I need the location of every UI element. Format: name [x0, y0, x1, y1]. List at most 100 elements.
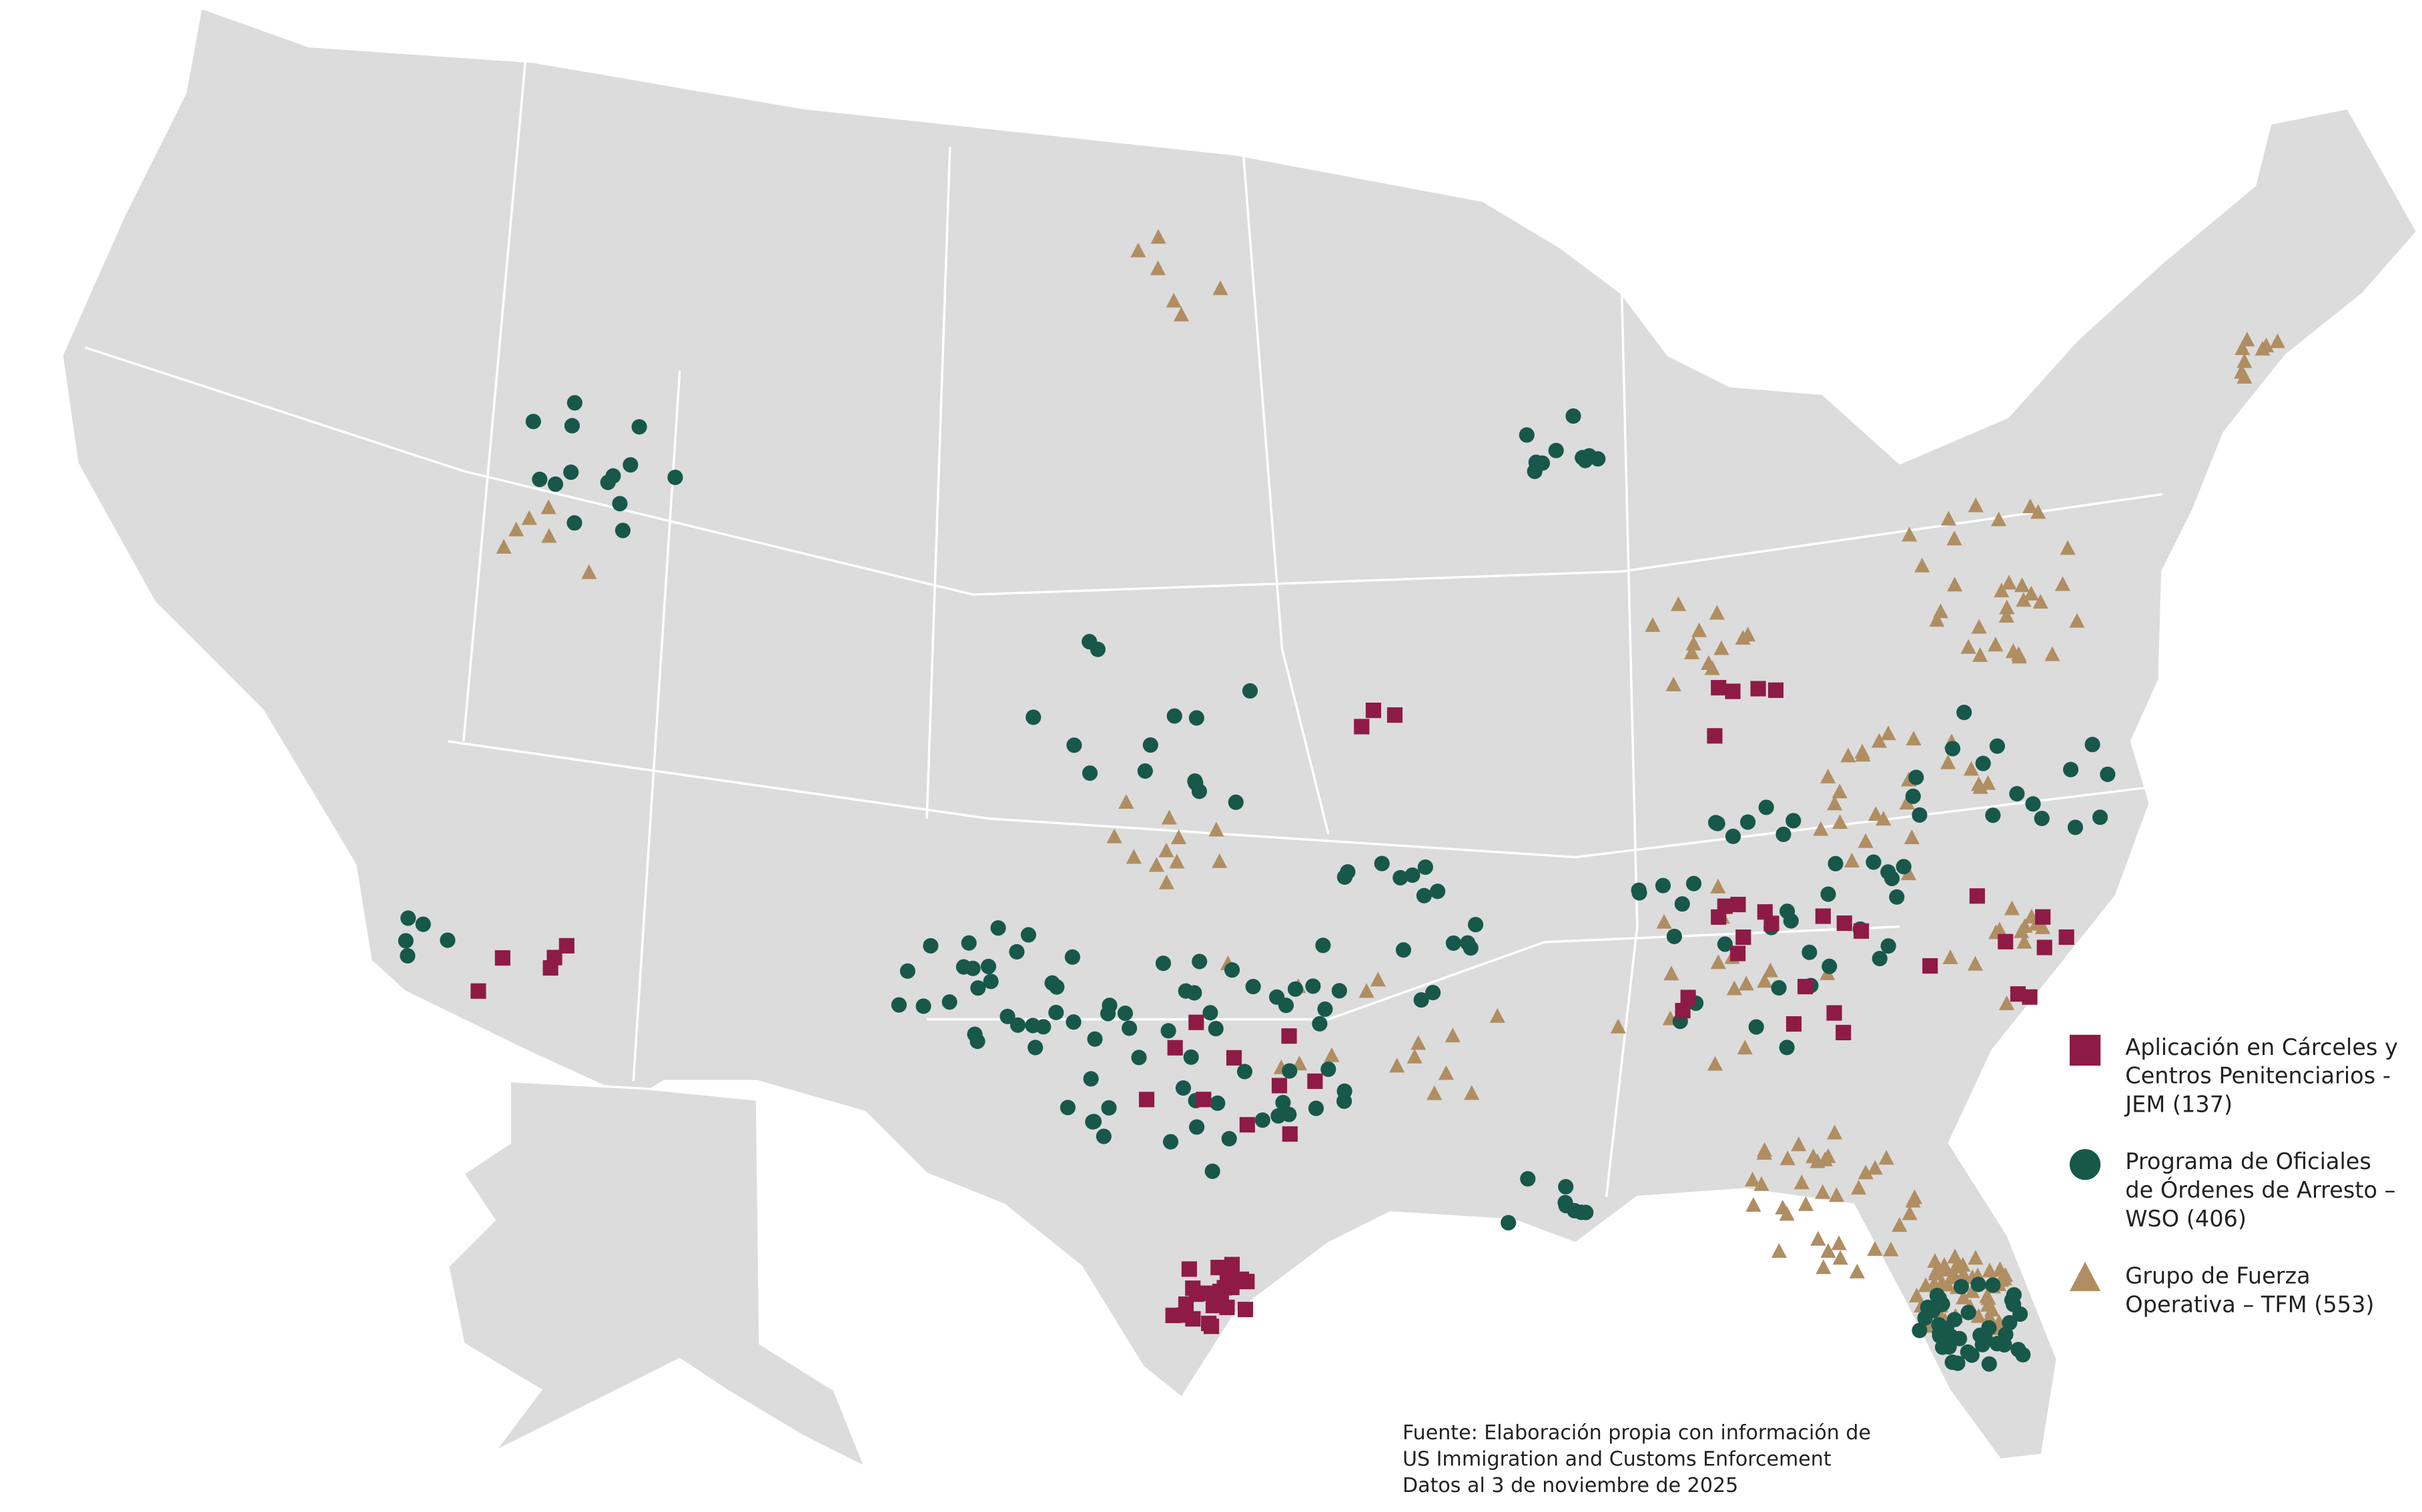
- triangle-marker: [1902, 526, 1918, 542]
- circle-marker: [1155, 956, 1172, 972]
- legend-label: Centros Penitenciarios -: [2125, 1063, 2391, 1089]
- circle-marker: [2062, 761, 2079, 777]
- triangle-marker: [1902, 1205, 1918, 1220]
- square-marker: [2058, 929, 2074, 946]
- square-marker: [1281, 1028, 1297, 1044]
- circle-marker: [1308, 1100, 1324, 1116]
- circle-marker: [566, 515, 582, 531]
- circle-marker: [1020, 927, 1036, 943]
- triangle-marker: [1810, 1230, 1826, 1246]
- square-marker: [542, 960, 558, 976]
- triangle-marker: [1410, 1035, 1427, 1050]
- circle-marker: [970, 980, 986, 996]
- square-marker: [494, 950, 510, 966]
- triangle-marker: [1745, 1172, 1761, 1187]
- triangle-marker: [1805, 1148, 1822, 1164]
- circle-marker: [1956, 705, 1972, 721]
- circle-marker: [1666, 928, 1682, 944]
- circle-marker: [623, 457, 639, 473]
- circle-marker: [1160, 1023, 1176, 1039]
- triangle-marker: [1438, 1065, 1454, 1080]
- triangle-marker: [1745, 1197, 1761, 1212]
- circle-marker: [400, 910, 416, 926]
- circle-marker: [1981, 1356, 1997, 1372]
- circle-marker: [1785, 813, 1801, 829]
- square-marker: [1138, 1092, 1155, 1108]
- land: [61, 6, 2419, 1470]
- circle-marker: [1674, 896, 1690, 912]
- triangle-marker: [1988, 637, 2004, 652]
- triangle-marker: [1170, 829, 1187, 845]
- circle-marker: [1889, 889, 1905, 905]
- circle-marker: [1025, 1018, 1041, 1034]
- triangle-marker: [1118, 794, 1134, 809]
- square-marker: [2022, 989, 2038, 1005]
- circle-marker: [1192, 954, 1208, 970]
- circle-marker: [1221, 1130, 1237, 1147]
- circle-marker: [1087, 1031, 1103, 1047]
- circle-marker: [1828, 855, 1844, 871]
- circle-marker: [1204, 1163, 1220, 1179]
- circle-marker: [1028, 1040, 1044, 1056]
- circle-marker: [1519, 427, 1535, 443]
- circle-marker: [1331, 983, 1347, 999]
- square-marker: [1711, 909, 1727, 925]
- circle-marker: [1282, 1063, 1298, 1079]
- circle-marker: [1896, 859, 1912, 875]
- circle-marker: [965, 960, 981, 976]
- circle-marker: [1166, 708, 1182, 724]
- triangle-marker: [1871, 733, 1888, 748]
- circle-marker: [1208, 1021, 1224, 1037]
- triangle-marker: [1867, 1241, 1883, 1256]
- triangle-marker: [1610, 1018, 1626, 1034]
- square-marker: [1785, 1016, 1802, 1032]
- triangle-marker: [1130, 242, 1146, 258]
- circle-marker: [1312, 1016, 1328, 1032]
- triangle-marker: [1900, 865, 1917, 881]
- triangle-marker: [1892, 1217, 1908, 1232]
- circle-marker: [1866, 854, 1882, 870]
- triangle-marker: [1880, 725, 1896, 741]
- triangle-marker: [1899, 795, 1915, 810]
- triangle-marker: [1324, 1047, 1340, 1062]
- circle-marker: [1748, 1019, 1764, 1035]
- source-note: Fuente: Elaboración propia con informaci…: [1402, 1421, 1871, 1497]
- circle-marker: [1985, 807, 2001, 823]
- circle-marker: [1320, 1061, 1336, 1078]
- triangle-marker: [1832, 1250, 1848, 1265]
- triangle-marker: [1169, 853, 1185, 869]
- circle-marker: [1779, 1040, 1795, 1056]
- square-marker: [1386, 707, 1403, 723]
- triangle-marker: [1158, 842, 1174, 857]
- square-marker: [1282, 1126, 1298, 1142]
- circle-marker: [1009, 943, 1025, 960]
- square-marker: [1239, 1274, 1255, 1290]
- square-marker: [1815, 908, 1831, 924]
- triangle-marker: [1645, 617, 1661, 633]
- legend-symbol: [2069, 1262, 2101, 1292]
- circle-marker: [1392, 869, 1408, 886]
- circle-marker: [1183, 1049, 1199, 1065]
- square-marker: [1167, 1040, 1183, 1056]
- triangle-marker: [2269, 333, 2286, 348]
- circle-marker: [1049, 979, 1065, 995]
- circle-marker: [1117, 1005, 1133, 1022]
- circle-marker: [564, 418, 580, 434]
- state-borders: [85, 61, 2163, 1198]
- triangle-marker: [2030, 504, 2046, 519]
- circle-marker: [1430, 883, 1446, 899]
- square-marker: [1757, 904, 1773, 920]
- triangle-marker: [1166, 292, 1182, 308]
- circle-marker: [1336, 1083, 1352, 1099]
- circle-marker: [1242, 683, 1258, 699]
- circle-marker: [2034, 811, 2050, 827]
- square-marker: [470, 983, 486, 999]
- triangle-marker: [1909, 1287, 1925, 1302]
- circle-marker: [2100, 766, 2116, 783]
- triangle-marker: [1963, 761, 1980, 776]
- circle-marker: [891, 997, 907, 1013]
- triangle-marker: [1832, 814, 1848, 829]
- triangle-marker: [2069, 613, 2085, 628]
- circle-marker: [1131, 1050, 1147, 1066]
